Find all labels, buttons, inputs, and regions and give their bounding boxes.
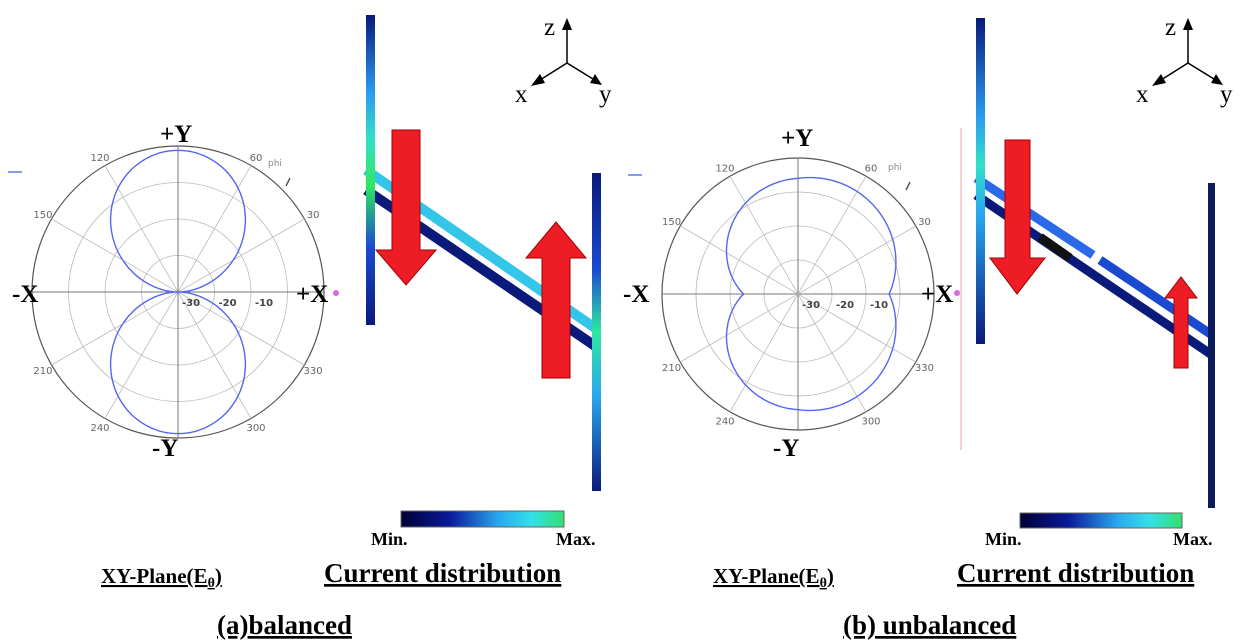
scale-min-label: Min. xyxy=(371,529,408,549)
radiation-pattern-curve xyxy=(725,176,897,412)
angle-label: 30 xyxy=(918,217,931,228)
axis-label-z: z xyxy=(544,14,555,41)
phi-label: phi xyxy=(888,163,902,173)
scale-max-label: Max. xyxy=(556,529,596,549)
ring-label: -30 xyxy=(802,300,820,311)
polar-grid: 60 30 330 300 240 210 150 120 -30 -20 -10 xyxy=(31,145,325,439)
axis-label-x: x xyxy=(515,81,528,108)
angle-label: 60 xyxy=(250,153,263,164)
conductor-dark-seg xyxy=(1037,233,1073,262)
angle-label: 210 xyxy=(33,366,52,377)
ring-label: -20 xyxy=(219,298,237,309)
ring-label: -20 xyxy=(836,300,854,311)
angle-label: 60 xyxy=(865,164,878,175)
angle-label: 330 xyxy=(915,363,934,374)
y-arrow-icon xyxy=(590,74,602,85)
conductor-upper-seg1 xyxy=(973,174,1096,259)
arrow-up-icon xyxy=(524,221,588,379)
arrow-down-icon xyxy=(989,139,1047,295)
dir-label-plus-x: +X xyxy=(296,281,328,308)
marker-dot xyxy=(954,290,960,296)
angle-label: 150 xyxy=(33,210,52,221)
angle-label: 150 xyxy=(662,217,681,228)
angle-label: 240 xyxy=(90,423,109,434)
scale-min-label: Min. xyxy=(985,529,1022,549)
radiation-pattern-curve xyxy=(109,149,247,435)
scale-max-label: Max. xyxy=(1173,529,1213,549)
angle-label: 120 xyxy=(90,153,109,164)
color-scale-bar xyxy=(400,510,565,528)
axis-triad-a: z x y xyxy=(515,14,612,108)
panel-b: 60 30 330 300 240 210 150 120 -30 -20 -10 phi +Y -… xyxy=(623,14,1233,640)
conductor-upper-seg2 xyxy=(1097,256,1215,339)
polar-grid: 60 30 330 300 240 210 150 120 -30 -20 -10 xyxy=(661,157,935,431)
caption-b: (b) unbalanced xyxy=(843,610,1016,640)
phi-tick xyxy=(285,177,291,187)
axis-label-z: z xyxy=(1165,14,1176,41)
dir-label-minus-x: -X xyxy=(12,281,38,308)
angle-label: 300 xyxy=(246,423,265,434)
angle-label: 300 xyxy=(861,416,880,427)
x-arrow-icon xyxy=(531,74,545,86)
ring-label: -10 xyxy=(870,300,888,311)
dir-label-minus-x: -X xyxy=(623,281,649,308)
arrow-up-icon xyxy=(1163,276,1199,369)
dir-label-minus-y: -Y xyxy=(773,435,799,462)
plot-label-b: XY-Plane(Eθ) xyxy=(713,564,834,591)
angle-label: 210 xyxy=(662,363,681,374)
axis-label-x: x xyxy=(1136,81,1149,108)
dir-label-plus-x: +X xyxy=(921,281,953,308)
y-arrow-icon xyxy=(1211,74,1223,85)
current-label-a: Current distribution xyxy=(324,558,561,588)
polar-plot-b: 60 30 330 300 240 210 150 120 -30 -20 -10 phi +Y -… xyxy=(623,125,960,462)
right-dipole-arm xyxy=(1208,183,1215,508)
angle-label: 330 xyxy=(304,366,323,377)
axis-triad-b: z x y xyxy=(1136,14,1233,108)
polar-plot-a: 60 30 330 300 240 210 150 120 -30 -20 -10 phi +Y -… xyxy=(8,121,339,462)
angle-label: 240 xyxy=(715,416,734,427)
x-arrow-icon xyxy=(1152,74,1166,86)
z-arrow-icon xyxy=(562,18,572,30)
axis-label-y: y xyxy=(599,81,612,108)
ring-label: -30 xyxy=(182,298,200,309)
current-label-b: Current distribution xyxy=(957,558,1194,588)
color-scale-bar xyxy=(1019,512,1183,529)
left-dipole-arm xyxy=(976,18,985,344)
ring-label: -10 xyxy=(255,298,273,309)
left-dipole-arm xyxy=(366,15,375,325)
current-distribution-a: Min. Max. xyxy=(363,15,601,549)
arrow-down-icon xyxy=(374,129,438,286)
phi-label: phi xyxy=(268,159,282,169)
panel-a: 60 30 330 300 240 210 150 120 -30 -20 -10 phi +Y -… xyxy=(8,14,612,640)
current-distribution-b: Min. Max. xyxy=(960,18,1215,549)
axis-label-y: y xyxy=(1220,81,1233,108)
dir-label-plus-y: +Y xyxy=(160,121,192,148)
phi-tick xyxy=(905,181,911,191)
dir-label-minus-y: -Y xyxy=(152,435,178,462)
caption-a: (a)balanced xyxy=(217,610,352,640)
marker-dot xyxy=(333,290,339,296)
right-dipole-arm xyxy=(592,173,601,491)
angle-label: 120 xyxy=(715,164,734,175)
z-arrow-icon xyxy=(1183,18,1193,30)
grid-spoke xyxy=(680,225,916,363)
plot-label-a: XY-Plane(Eθ) xyxy=(101,564,222,591)
angle-label: 30 xyxy=(307,210,320,221)
dir-label-plus-y: +Y xyxy=(781,125,813,152)
